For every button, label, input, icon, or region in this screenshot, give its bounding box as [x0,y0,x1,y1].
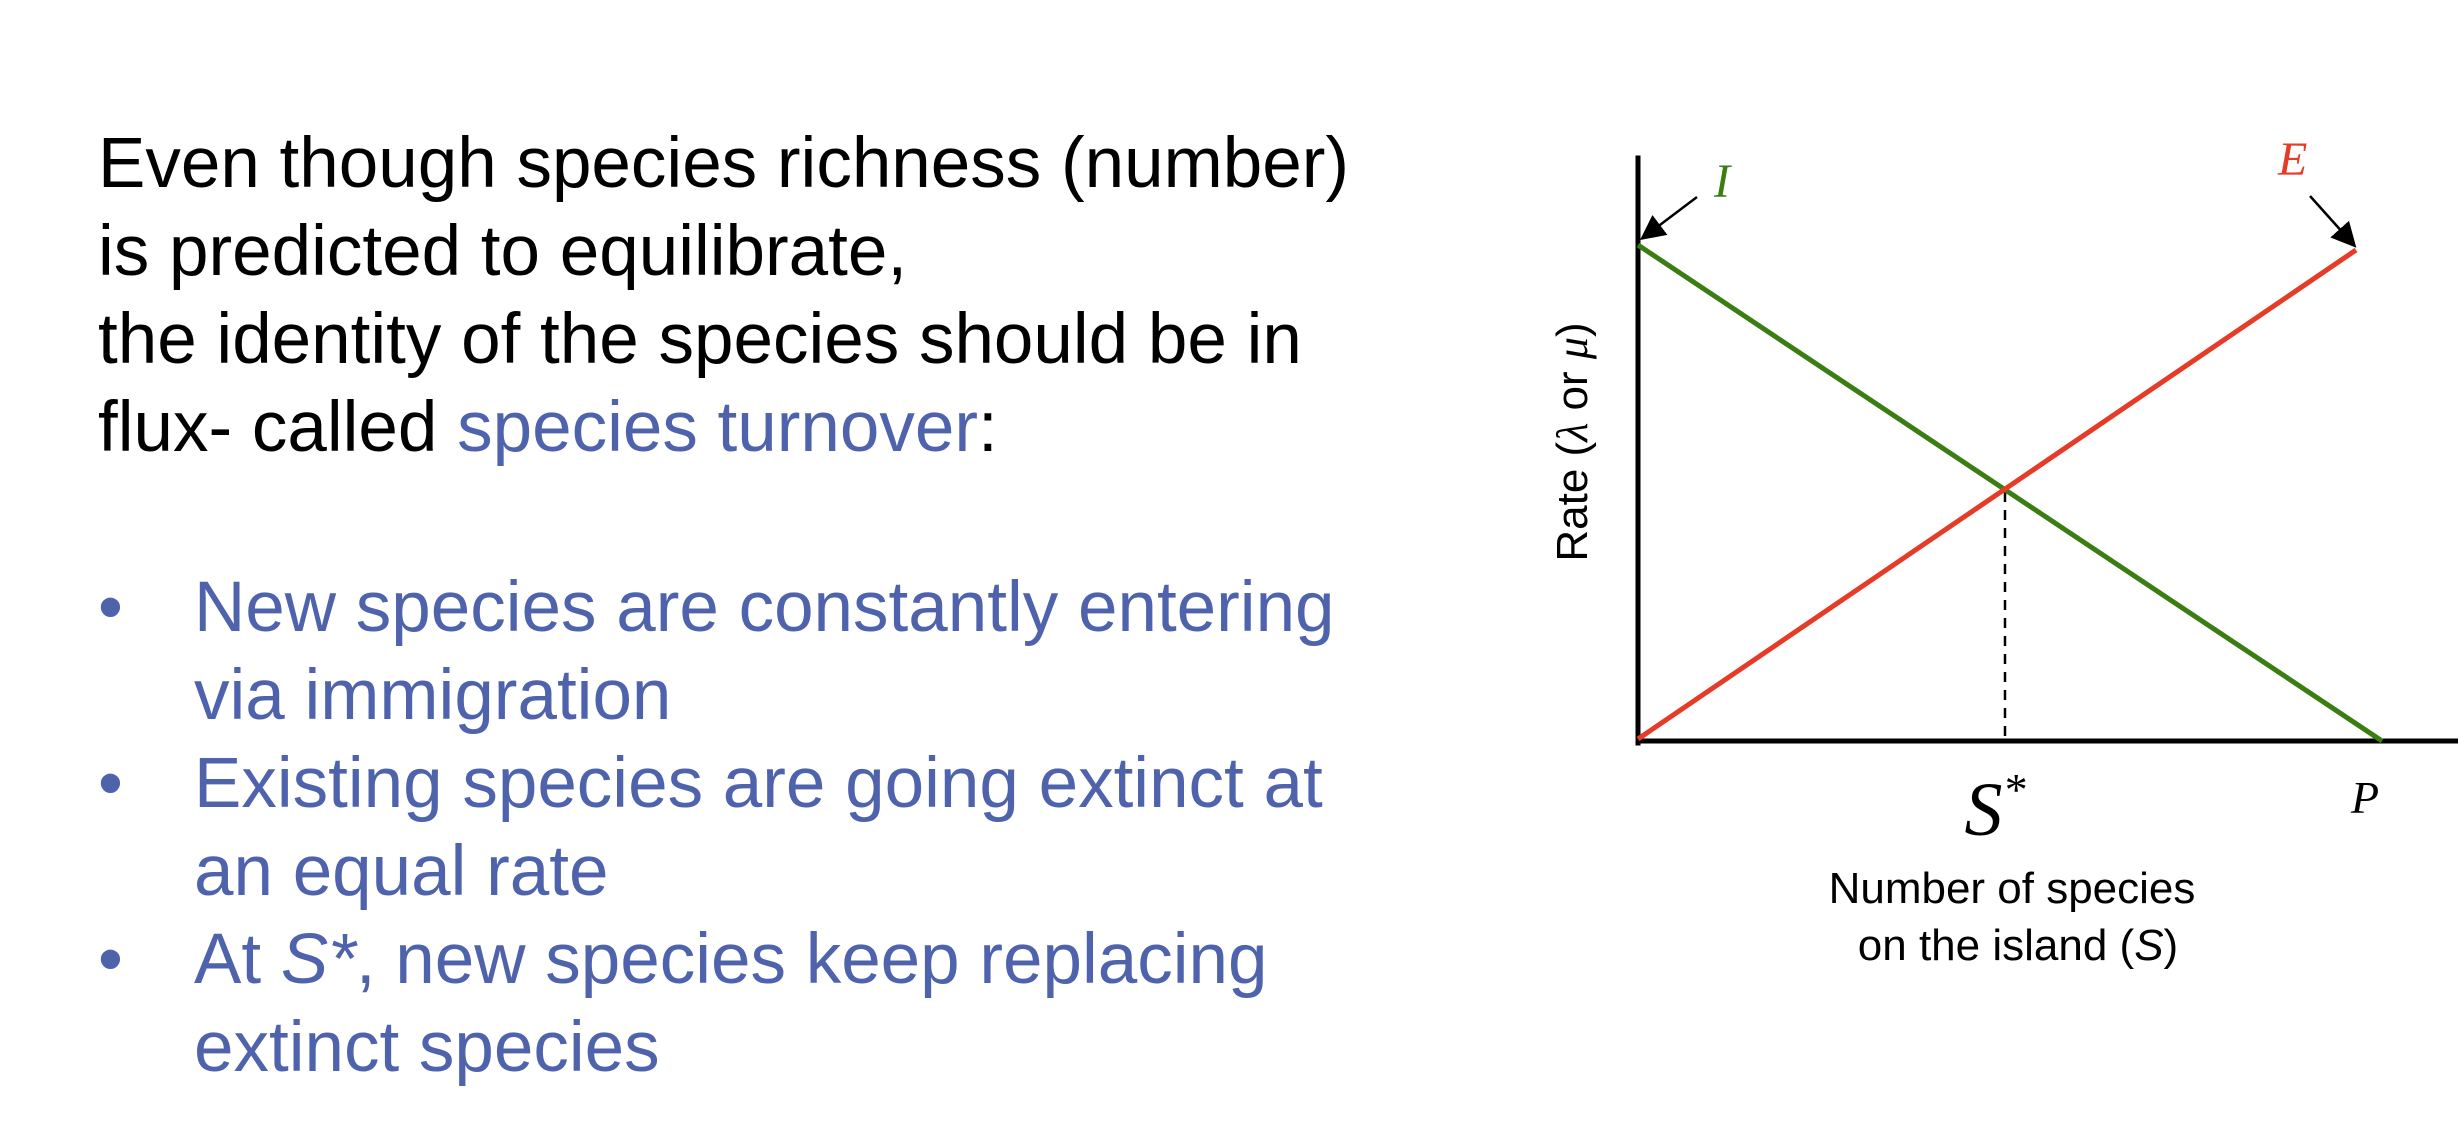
immigration-label: I [1713,155,1732,208]
bullet-list: • New species are constantly entering vi… [98,564,1418,1092]
x-axis-title-line-1: Number of species [1829,864,2196,913]
y-title-prefix: Rate ( [1548,441,1597,561]
bullet-2-line-2: an equal rate [194,832,609,911]
bullet-3-prefix: At [194,920,281,999]
intro-line-4: flux- called species turnover: [98,384,1438,472]
bullet-marker: • [98,920,123,999]
immigration-line [1636,242,2384,744]
bullet-item-immigration: • New species are constantly entering vi… [98,564,1418,740]
bullet-item-extinction: • Existing species are going extinct at … [98,740,1418,916]
intro-line-2: is predicted to equilibrate, [98,212,908,291]
star-superscript: * [2003,764,2026,815]
y-axis-title: Rate (λ or μ) [1548,322,1597,561]
bullet-2-line-1: Existing species are going extinct at [194,744,1323,823]
p-axis-label: P [2350,772,2379,823]
x-title-suffix: ) [2164,921,2179,970]
intro-line-4-prefix: flux- called [98,388,458,467]
bullet-1-line-2: via immigration [194,656,672,735]
species-turnover-term: species turnover [457,388,979,467]
y-title-or: or [1548,359,1597,423]
bullet-marker: • [98,744,123,823]
x-title-prefix: on the island ( [1858,921,2135,970]
x-title-symbol: S [2134,921,2163,970]
bullet-3-line-1: At S*, new species keep replacing [194,916,1418,1004]
intro-line-1: Even though species richness (number) [98,124,1350,203]
extinction-pointer-arrow [2309,195,2357,248]
extinction-line [1636,247,2358,742]
x-axis-title-line-2: on the island (S) [1858,921,2178,970]
s-star-symbol: S* [280,920,356,999]
bullet-3-line-2: extinct species [194,1008,660,1087]
bullet-item-replacement: • At S*, new species keep replacing exti… [98,916,1418,1092]
intro-paragraph: Even though species richness (number) is… [98,120,1438,472]
y-title-suffix: ) [1548,322,1597,337]
bullet-marker: • [98,568,123,647]
extinction-label: E [2277,133,2307,186]
lambda-symbol: λ [1548,423,1597,444]
bullet-3-rest: , new species keep replacing [355,920,1268,999]
bullet-1-line-1: New species are constantly entering [194,568,1335,647]
intro-line-4-suffix: : [978,388,998,467]
s-symbol: S [1965,768,2003,852]
intro-line-3: the identity of the species should be in [98,300,1302,379]
immigration-pointer-arrow [1640,196,1698,241]
mu-symbol: μ [1548,337,1597,360]
s-star-axis-label: S* [1965,764,2026,852]
